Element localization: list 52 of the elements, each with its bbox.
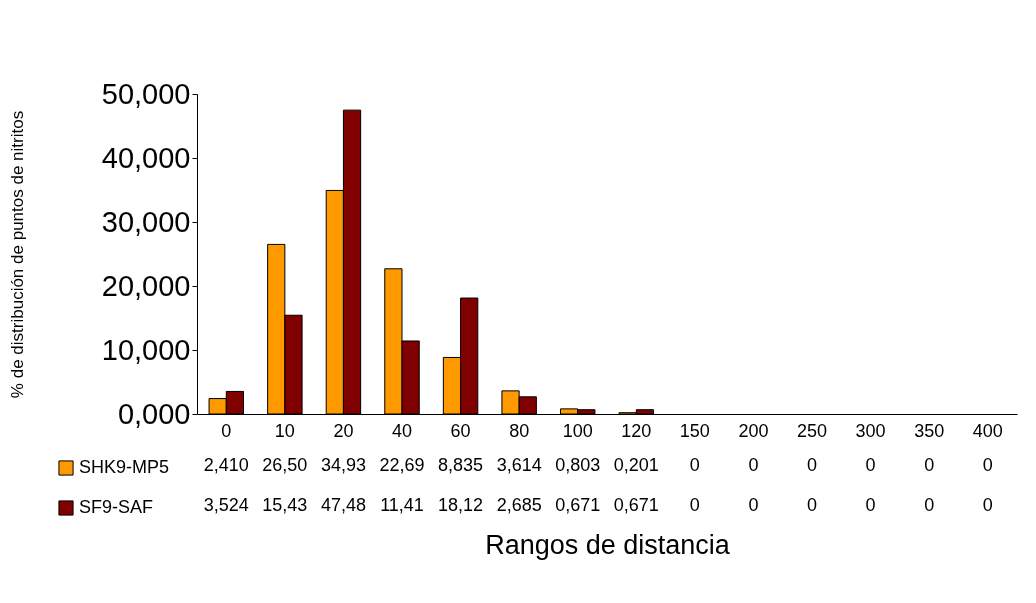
data-label: 0: [748, 495, 759, 515]
data-label: 0: [806, 455, 818, 475]
y-tick-label: 20,000: [101, 269, 191, 302]
data-label: 8,835: [438, 455, 484, 475]
data-label: 22,69: [379, 455, 425, 475]
y-tick-label: 10,000: [101, 333, 191, 366]
data-label: 0: [689, 495, 700, 515]
data-label: 2,685: [496, 495, 542, 515]
data-label: 0,803: [555, 455, 601, 475]
x-tick-label: 150: [679, 420, 710, 441]
data-label: 0: [806, 495, 818, 515]
data-label: 0,671: [555, 495, 601, 515]
data-label: 2,410: [203, 455, 249, 475]
data-label: 11,41: [380, 495, 424, 515]
x-tick-label: 80: [509, 420, 530, 441]
x-tick-label: 350: [914, 420, 945, 441]
y-tick-label: 40,000: [101, 141, 191, 174]
data-label: 3,524: [203, 495, 249, 515]
y-axis-title: % de distribución de puntos de nitritos: [7, 110, 27, 399]
data-label: 0,671: [613, 495, 659, 515]
x-tick-label: 400: [972, 420, 1003, 441]
data-label: 0: [924, 495, 935, 515]
data-label: 18,12: [438, 495, 484, 515]
x-tick-label: 10: [274, 420, 295, 441]
x-tick-label: 40: [391, 420, 413, 441]
data-label: 0: [924, 455, 935, 475]
data-label: 34,93: [320, 455, 366, 475]
data-label: 3,614: [496, 455, 542, 475]
legend-label: SF9-SAF: [79, 497, 154, 517]
data-label: 0: [748, 455, 759, 475]
x-tick-label: 60: [450, 420, 471, 441]
legend-label: SHK9-MP5: [79, 457, 170, 477]
x-tick-label: 250: [796, 420, 828, 441]
data-label: 47,48: [320, 495, 366, 515]
data-label: 0: [865, 495, 876, 515]
y-tick-label: 0,000: [117, 397, 191, 430]
data-label: 0: [865, 455, 876, 475]
y-tick-label: 30,000: [101, 205, 191, 238]
x-tick-label: 200: [738, 420, 769, 441]
x-tick-label: 120: [621, 420, 652, 441]
x-axis-title: Rangos de distancia: [485, 529, 731, 560]
data-label: 26,50: [262, 455, 308, 475]
data-label: 15,43: [262, 495, 308, 515]
x-tick-label: 300: [855, 420, 886, 441]
data-label: 0,201: [613, 455, 659, 475]
x-tick-label: 0: [221, 420, 232, 441]
data-label: 0: [982, 455, 993, 475]
y-tick-label: 50,000: [101, 77, 191, 110]
data-label: 0: [689, 455, 700, 475]
x-tick-label: 20: [333, 420, 354, 441]
x-tick-label: 100: [562, 420, 593, 441]
data-label: 0: [982, 495, 993, 515]
